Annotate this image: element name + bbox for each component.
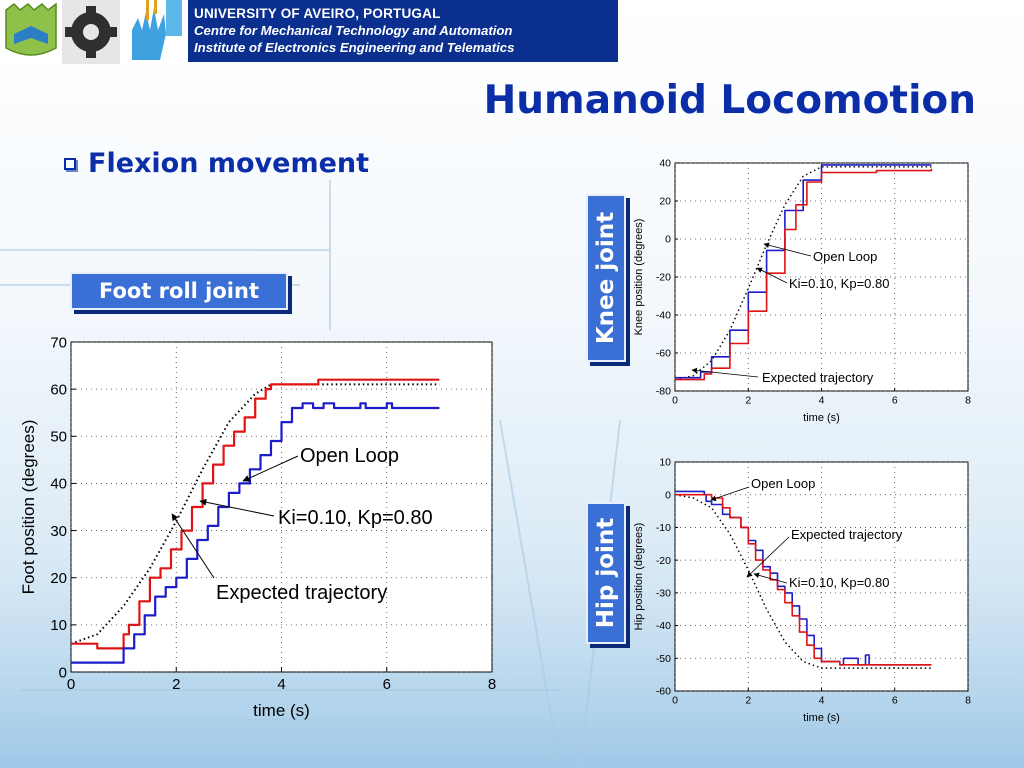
foot-y-tick-label: 0 [59, 664, 67, 681]
hip-y-axis-label: Hip position (degrees) [633, 523, 645, 631]
foot-y-tick-label: 30 [50, 523, 67, 540]
hip-x-axis-label: time (s) [803, 712, 840, 724]
hip-x-tick-label: 4 [819, 695, 825, 707]
knee-x-axis-label: time (s) [803, 412, 840, 424]
section-bullet: Flexion movement [64, 148, 369, 179]
knee-y-tick-label: 20 [659, 196, 671, 208]
electronics-hand-icon [120, 0, 188, 64]
knee-y-tick-label: -60 [656, 348, 671, 360]
checkbox-bullet-icon [64, 157, 76, 170]
knee-y-axis-label: Knee position (degrees) [633, 219, 645, 336]
foot-x-tick-label: 4 [277, 676, 285, 693]
foot-roll-joint-label: Foot roll joint [70, 272, 288, 310]
hip-x-tick-label: 6 [892, 695, 898, 707]
hip-series-open_loop [675, 490, 932, 666]
gear-icon [62, 0, 120, 64]
hip-y-tick-label: -20 [656, 555, 671, 567]
hip-x-tick-label: 0 [672, 695, 678, 707]
institution-header: UNIVERSITY OF AVEIRO, PORTUGAL Centre fo… [188, 0, 618, 62]
knee-series-open_loop [675, 164, 932, 379]
knee-arrow-expected [691, 367, 759, 378]
knee-annotation-open-loop: Open Loop [813, 249, 877, 264]
knee-arrow-open-loop [763, 242, 812, 257]
knee-joint-label: Knee joint [586, 194, 626, 362]
university-shield-icon [0, 0, 62, 64]
foot-annotation-expected: Expected trajectory [216, 582, 387, 604]
foot-arrow-expected [171, 513, 215, 579]
foot-y-axis-label: Foot position (degrees) [19, 420, 38, 595]
university-name: UNIVERSITY OF AVEIRO, PORTUGAL [194, 6, 441, 21]
foot-series-open_loop [71, 402, 440, 664]
knee-y-tick-label: 40 [659, 158, 671, 170]
foot-y-tick-label: 60 [50, 381, 67, 398]
knee-x-tick-label: 8 [965, 395, 971, 407]
foot-y-tick-label: 40 [50, 476, 67, 493]
knee-annotation-expected: Expected trajectory [762, 370, 874, 385]
knee-annotations: Open Loop Ki=0.10, Kp=0.80 Expected traj… [691, 242, 889, 385]
foot-x-tick-label: 8 [488, 676, 496, 693]
foot-x-tick-label: 0 [67, 676, 75, 693]
hip-y-tick-label: -50 [656, 653, 671, 665]
hip-y-tick-label: 0 [665, 489, 671, 501]
hip-annotation-open-loop: Open Loop [751, 476, 815, 491]
foot-y-tick-label: 10 [50, 617, 67, 634]
knee-y-tick-label: -20 [656, 272, 671, 284]
knee-annotation-controller: Ki=0.10, Kp=0.80 [789, 276, 889, 291]
foot-y-tick-label: 70 [50, 334, 67, 351]
knee-arrow-controller [756, 267, 788, 284]
knee-y-tick-label: -40 [656, 310, 671, 322]
hip-x-tick-label: 8 [965, 695, 971, 707]
foot-arrow-open-loop [242, 455, 299, 482]
hip-annotation-expected: Expected trajectory [791, 527, 903, 542]
page-title: Humanoid Locomotion [483, 78, 976, 123]
foot-y-tick-label: 20 [50, 570, 67, 587]
foot-position-chart: 0 2 4 6 8 0 10 20 30 40 50 60 70 time (s) Foot positio… [19, 334, 496, 720]
knee-x-tick-label: 4 [819, 395, 825, 407]
knee-y-tick-label: 0 [665, 234, 671, 246]
knee-x-tick-label: 0 [672, 395, 678, 407]
hip-annotation-controller: Ki=0.10, Kp=0.80 [789, 575, 889, 590]
knee-x-tick-label: 6 [892, 395, 898, 407]
foot-annotation-open-loop: Open Loop [300, 445, 399, 467]
hip-arrow-expected [746, 536, 790, 578]
hip-arrow-controller [753, 572, 788, 584]
hip-y-tick-label: -10 [656, 522, 671, 534]
hip-y-tick-label: 10 [659, 457, 671, 469]
foot-x-tick-label: 6 [383, 676, 391, 693]
centre-name: Centre for Mechanical Technology and Aut… [194, 23, 513, 38]
foot-x-tick-label: 2 [172, 676, 180, 693]
foot-annotations: Open Loop Ki=0.10, Kp=0.80 Expected traj… [171, 445, 433, 604]
hip-y-tick-label: -40 [656, 620, 671, 632]
hip-joint-label: Hip joint [586, 502, 626, 644]
hip-y-tick-label: -60 [656, 686, 671, 698]
foot-annotation-controller: Ki=0.10, Kp=0.80 [278, 507, 433, 529]
hip-arrow-open-loop [710, 486, 750, 502]
knee-position-chart: 0 2 4 6 8 -80 -60 -40 -20 0 20 40 time (s) Knee posit… [633, 158, 971, 424]
knee-x-tick-label: 2 [745, 395, 751, 407]
knee-y-tick-label: -80 [656, 386, 671, 398]
foot-y-tick-label: 50 [50, 429, 67, 446]
hip-y-tick-label: -30 [656, 588, 671, 600]
institute-name: Institute of Electronics Engineering and… [194, 40, 515, 55]
hip-x-tick-label: 2 [745, 695, 751, 707]
foot-series-controlled [71, 378, 440, 650]
university-logos [0, 0, 188, 64]
foot-arrow-controller [199, 498, 275, 517]
hip-position-chart: 0 2 4 6 8 -60 -50 -40 -30 -20 -10 0 10 time (s) Hip po… [633, 457, 971, 724]
section-heading: Flexion movement [88, 148, 370, 179]
foot-x-axis-label: time (s) [253, 701, 310, 720]
hip-annotations: Open Loop Expected trajectory Ki=0.10, K… [710, 476, 903, 590]
knee-series-controlled [675, 168, 933, 381]
